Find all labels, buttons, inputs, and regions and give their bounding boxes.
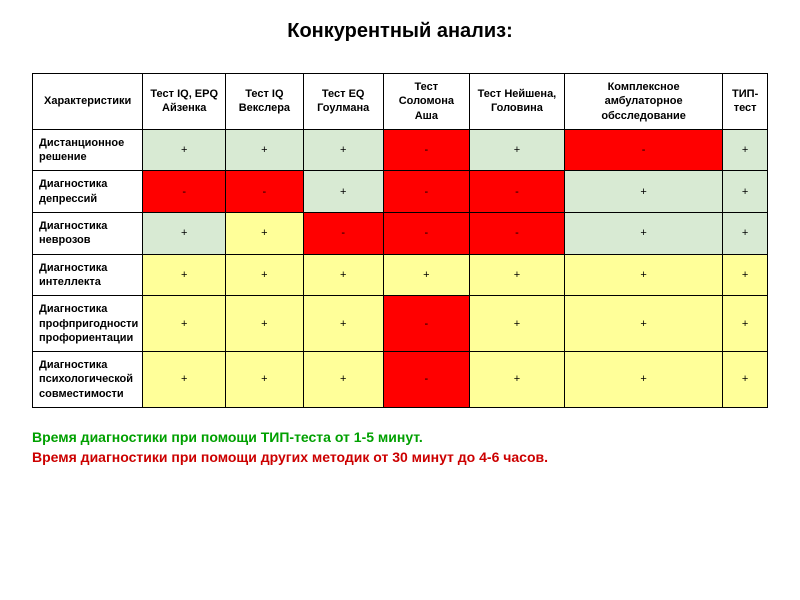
col-header-6: Комплексное амбулаторное обсследование [564, 74, 722, 130]
table-cell: - [226, 171, 304, 213]
table-cell: - [469, 171, 564, 213]
table-row: Диагностика депрессий--+--++ [33, 171, 768, 213]
row-label: Диагностика интеллекта [33, 254, 143, 296]
table-cell: + [303, 254, 383, 296]
comparison-table: Характеристики Тест IQ, EPQ Айзенка Тест… [32, 73, 768, 408]
table-cell: + [226, 213, 304, 255]
table-cell: - [383, 352, 469, 408]
table-cell: + [469, 296, 564, 352]
col-header-5: Тест Нейшена, Головина [469, 74, 564, 130]
table-cell: + [226, 296, 304, 352]
col-header-3: Тест EQ Гоулмана [303, 74, 383, 130]
footer-notes: Время диагностики при помощи ТИП-теста о… [32, 428, 768, 467]
table-row: Дистанционное решение+++-+-+ [33, 129, 768, 171]
table-cell: - [383, 213, 469, 255]
table-cell: - [303, 213, 383, 255]
table-cell: + [723, 296, 768, 352]
table-cell: - [383, 129, 469, 171]
table-cell: + [723, 352, 768, 408]
table-cell: + [564, 171, 722, 213]
table-cell: + [469, 129, 564, 171]
table-row: Диагностика неврозов++---++ [33, 213, 768, 255]
table-cell: + [564, 352, 722, 408]
table-cell: + [564, 296, 722, 352]
table-cell: + [303, 352, 383, 408]
table-cell: + [303, 171, 383, 213]
table-cell: + [303, 296, 383, 352]
table-cell: - [469, 213, 564, 255]
table-cell: - [383, 171, 469, 213]
table-cell: - [383, 296, 469, 352]
table-row: Диагностика интеллекта+++++++ [33, 254, 768, 296]
table-cell: + [143, 296, 226, 352]
table-cell: + [723, 213, 768, 255]
row-label: Диагностика неврозов [33, 213, 143, 255]
page-title: Конкурентный анализ: [32, 20, 768, 43]
table-cell: + [723, 171, 768, 213]
table-cell: + [143, 213, 226, 255]
table-cell: + [564, 254, 722, 296]
table-cell: + [226, 352, 304, 408]
table-cell: + [469, 254, 564, 296]
table-cell: + [564, 213, 722, 255]
col-header-7: ТИП-тест [723, 74, 768, 130]
footer-line-2: Время диагностики при помощи других мето… [32, 448, 768, 468]
table-cell: - [143, 171, 226, 213]
row-label: Диагностика психологической совместимост… [33, 352, 143, 408]
table-cell: - [564, 129, 722, 171]
table-cell: + [226, 129, 304, 171]
row-label: Диагностика депрессий [33, 171, 143, 213]
footer-line-1: Время диагностики при помощи ТИП-теста о… [32, 428, 768, 448]
col-header-1: Тест IQ, EPQ Айзенка [143, 74, 226, 130]
col-header-4: Тест Соломона Аша [383, 74, 469, 130]
table-cell: + [383, 254, 469, 296]
row-label: Диагностика профпригодности профориентац… [33, 296, 143, 352]
table-cell: + [469, 352, 564, 408]
col-header-0: Характеристики [33, 74, 143, 130]
table-cell: + [723, 254, 768, 296]
slide: Конкурентный анализ: Характеристики Тест… [0, 0, 800, 600]
table-cell: + [143, 254, 226, 296]
header-row: Характеристики Тест IQ, EPQ Айзенка Тест… [33, 74, 768, 130]
table-cell: + [143, 129, 226, 171]
table-cell: + [303, 129, 383, 171]
table-cell: + [723, 129, 768, 171]
table-row: Диагностика психологической совместимост… [33, 352, 768, 408]
table-cell: + [226, 254, 304, 296]
table-row: Диагностика профпригодности профориентац… [33, 296, 768, 352]
col-header-2: Тест IQ Векслера [226, 74, 304, 130]
table-cell: + [143, 352, 226, 408]
row-label: Дистанционное решение [33, 129, 143, 171]
